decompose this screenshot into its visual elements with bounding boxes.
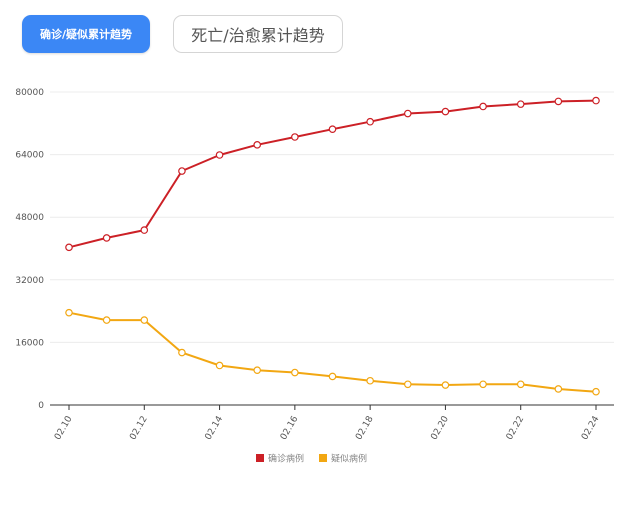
grid-lines <box>50 91 614 343</box>
data-point[interactable] <box>291 368 299 377</box>
data-point[interactable] <box>65 243 73 252</box>
data-point[interactable] <box>253 366 262 374</box>
series-1 <box>65 308 600 396</box>
x-tick-label: 02.20 <box>429 414 451 442</box>
legend-item[interactable]: 疑似病例 <box>319 453 367 465</box>
tab-confirmed-suspected-trend[interactable]: 确诊/疑似累计趋势 <box>22 15 150 53</box>
x-tick-label: 02.16 <box>279 414 301 442</box>
data-point[interactable] <box>366 117 374 126</box>
x-tick-label: 02.10 <box>53 414 75 442</box>
data-point[interactable] <box>592 387 600 396</box>
y-tick-label: 0 <box>38 401 44 411</box>
data-point[interactable] <box>253 141 262 149</box>
series-line <box>68 99 597 249</box>
data-point[interactable] <box>554 97 563 106</box>
x-tick-label: 02.22 <box>505 415 527 442</box>
y-axis-ticks: 0 16000 32000 48000 64000 80000 <box>15 88 44 411</box>
data-point[interactable] <box>479 380 487 389</box>
legend-label: 疑似病例 <box>331 453 367 465</box>
tab-bar: 确诊/疑似累计趋势 死亡/治愈累计趋势 <box>0 0 629 60</box>
legend-swatch <box>319 454 327 462</box>
legend[interactable]: 确诊病例 疑似病例 <box>256 453 367 465</box>
y-tick-label: 80000 <box>15 88 44 98</box>
data-point[interactable] <box>516 380 525 389</box>
series-0 <box>65 96 600 252</box>
y-tick-label: 64000 <box>15 151 44 161</box>
data-point[interactable] <box>403 109 412 118</box>
y-tick-label: 16000 <box>15 338 44 348</box>
data-point[interactable] <box>102 234 111 242</box>
x-axis-ticks: 02.10 02.12 02.14 02.16 02.18 02.20 02.22 02.24 <box>53 405 602 442</box>
y-tick-label: 32000 <box>15 276 44 286</box>
data-point[interactable] <box>328 372 337 381</box>
data-point[interactable] <box>516 100 525 108</box>
data-point[interactable] <box>102 316 111 324</box>
data-point[interactable] <box>328 125 337 133</box>
data-point[interactable] <box>65 308 73 317</box>
tab-death-cured-trend[interactable]: 死亡/治愈累计趋势 <box>173 15 343 53</box>
data-point[interactable] <box>178 167 186 175</box>
data-point[interactable] <box>140 316 149 324</box>
data-point[interactable] <box>403 380 412 389</box>
x-tick-label: 02.14 <box>204 414 226 442</box>
legend-label: 确诊病例 <box>268 453 304 465</box>
data-point[interactable] <box>441 107 450 116</box>
x-tick-label: 02.24 <box>580 414 602 442</box>
data-point[interactable] <box>366 376 374 385</box>
data-point[interactable] <box>215 151 224 159</box>
data-point[interactable] <box>291 133 299 141</box>
data-point[interactable] <box>592 96 600 105</box>
y-tick-label: 48000 <box>15 213 44 223</box>
data-point[interactable] <box>215 361 224 370</box>
series <box>65 96 600 396</box>
data-point[interactable] <box>140 226 149 234</box>
data-point[interactable] <box>554 385 563 393</box>
data-point[interactable] <box>479 102 487 111</box>
legend-swatch <box>256 454 264 462</box>
x-tick-label: 02.12 <box>128 415 150 442</box>
legend-item[interactable]: 确诊病例 <box>256 453 304 465</box>
data-point[interactable] <box>441 381 450 389</box>
data-point[interactable] <box>178 348 186 357</box>
x-tick-label: 02.18 <box>354 414 376 442</box>
